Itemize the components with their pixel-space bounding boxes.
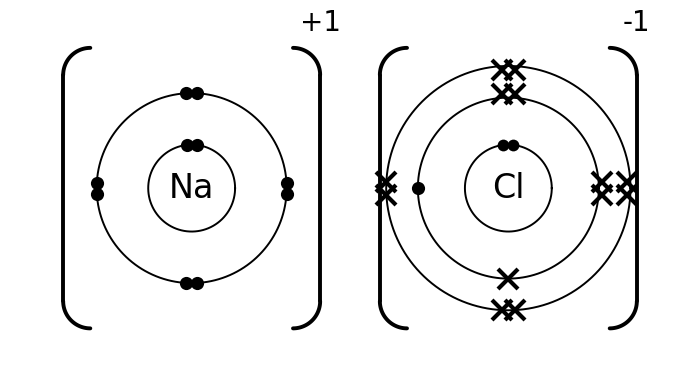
- Point: [181, 142, 193, 148]
- Point: [281, 190, 293, 196]
- Point: [181, 90, 192, 96]
- Point: [91, 190, 102, 196]
- Point: [181, 280, 192, 286]
- Text: Na: Na: [169, 172, 214, 205]
- Text: +1: +1: [300, 9, 341, 37]
- Point: [508, 142, 519, 148]
- Point: [498, 142, 509, 148]
- Point: [281, 180, 293, 186]
- Point: [412, 185, 423, 191]
- Point: [91, 180, 102, 186]
- Text: Cl: Cl: [492, 172, 524, 205]
- Point: [192, 90, 203, 96]
- Text: -1: -1: [623, 9, 650, 37]
- Point: [191, 142, 202, 148]
- Point: [192, 280, 203, 286]
